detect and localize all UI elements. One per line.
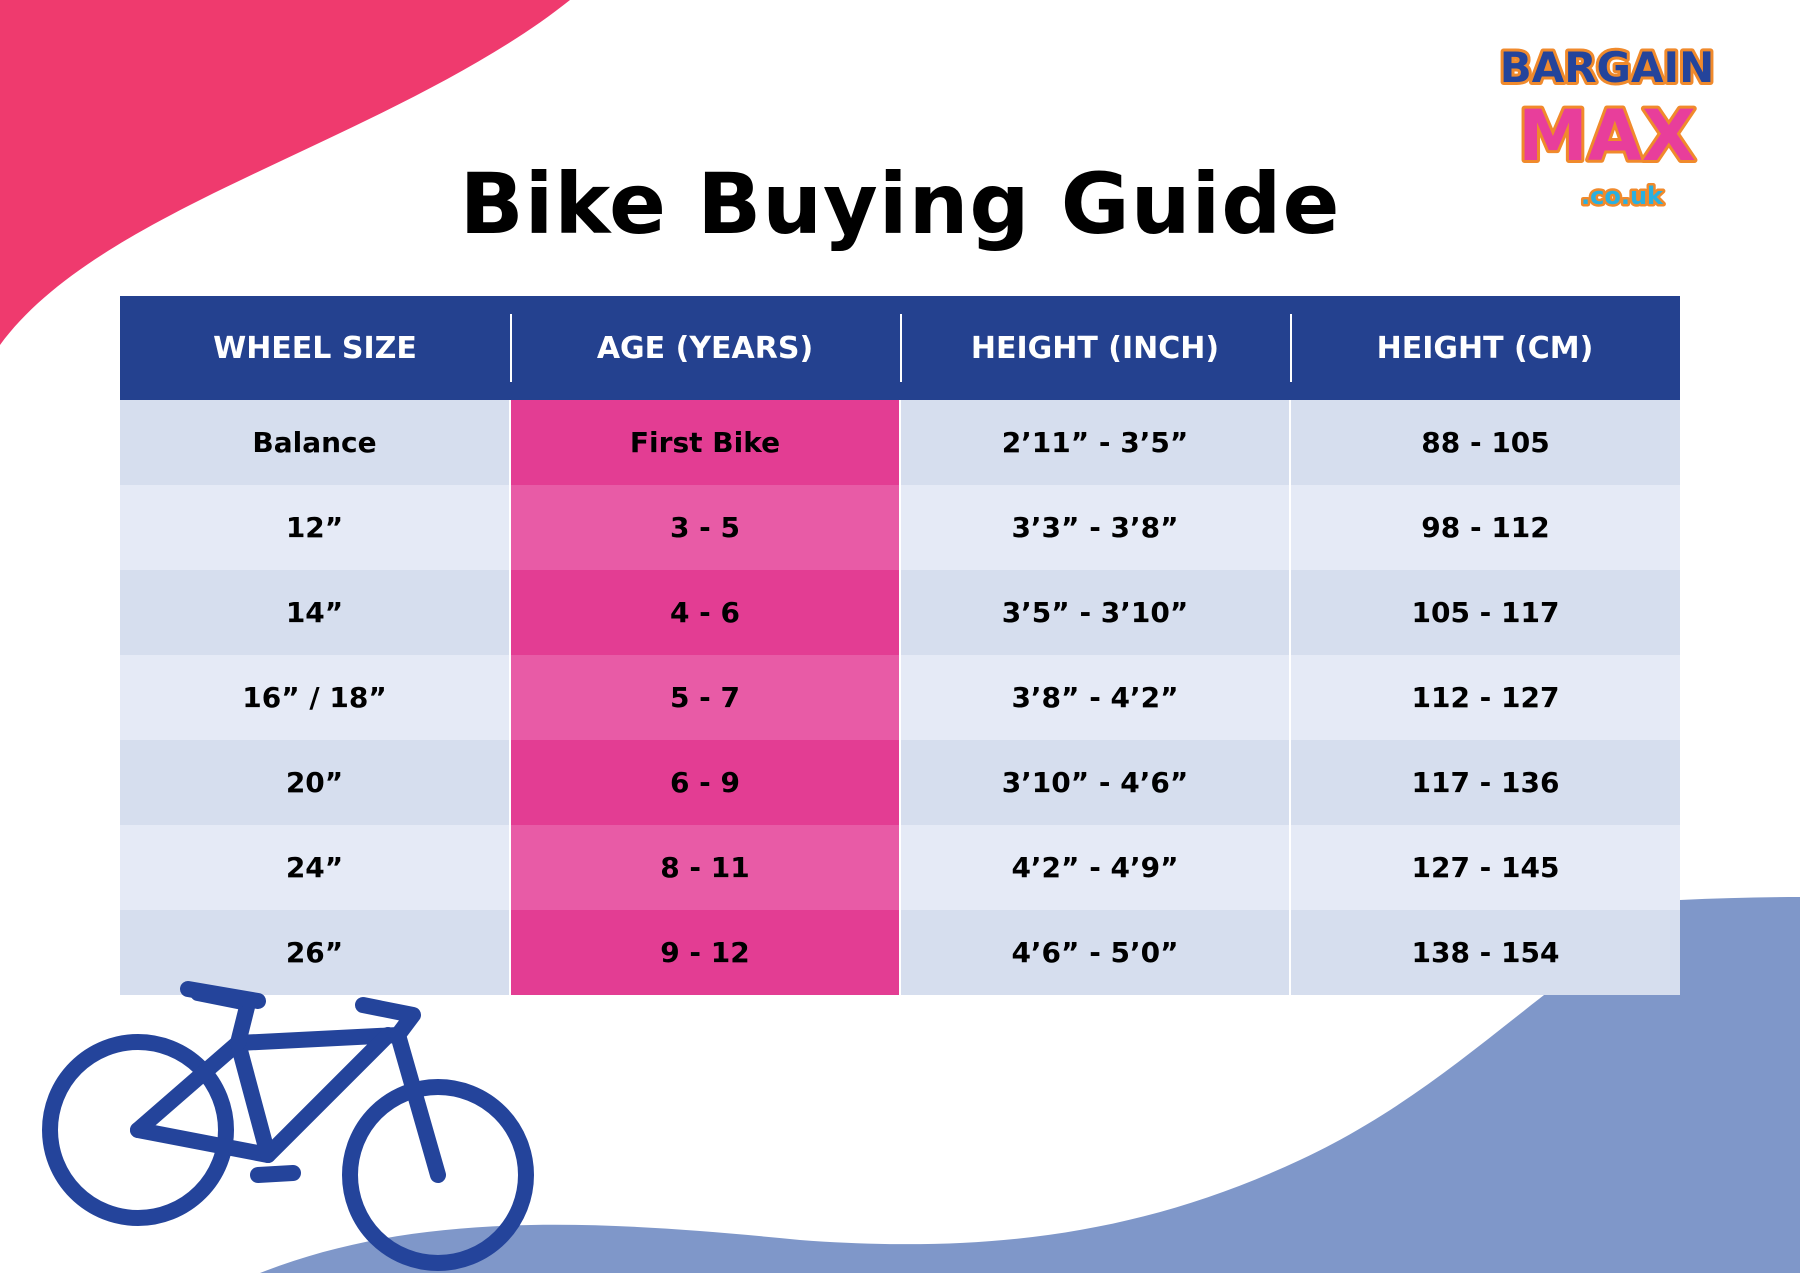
table-row: 16” / 18” 5 - 7 3’8” - 4’2” 112 - 127 bbox=[120, 655, 1680, 740]
bargainmax-logo: BARGAIN MAX .co.uk bbox=[1497, 40, 1718, 213]
cell-height-cm: 138 - 154 bbox=[1289, 910, 1680, 995]
cell-age: 8 - 11 bbox=[509, 825, 900, 910]
cell-wheel-size: Balance bbox=[120, 400, 510, 485]
cell-height-inch: 3’3” - 3’8” bbox=[899, 485, 1290, 570]
header-height-cm: HEIGHT (CM) bbox=[1290, 296, 1680, 400]
cell-wheel-size: 20” bbox=[120, 740, 510, 825]
cell-height-inch: 4’2” - 4’9” bbox=[899, 825, 1290, 910]
table-header-row: WHEEL SIZE AGE (YEARS) HEIGHT (INCH) HEI… bbox=[120, 296, 1680, 400]
cell-wheel-size: 16” / 18” bbox=[120, 655, 510, 740]
table-row: 14” 4 - 6 3’5” - 3’10” 105 - 117 bbox=[120, 570, 1680, 655]
table-row: 12” 3 - 5 3’3” - 3’8” 98 - 112 bbox=[120, 485, 1680, 570]
cell-wheel-size: 14” bbox=[120, 570, 510, 655]
cell-age: 4 - 6 bbox=[509, 570, 900, 655]
table-row: 26” 9 - 12 4’6” - 5’0” 138 - 154 bbox=[120, 910, 1680, 995]
header-age: AGE (YEARS) bbox=[510, 296, 900, 400]
header-wheel-size: WHEEL SIZE bbox=[120, 296, 510, 400]
blue-wave bbox=[260, 897, 1800, 1273]
bike-size-table: WHEEL SIZE AGE (YEARS) HEIGHT (INCH) HEI… bbox=[120, 296, 1680, 995]
cell-height-cm: 105 - 117 bbox=[1289, 570, 1680, 655]
cell-height-inch: 3’8” - 4’2” bbox=[899, 655, 1290, 740]
table-row: 20” 6 - 9 3’10” - 4’6” 117 - 136 bbox=[120, 740, 1680, 825]
table-row: 24” 8 - 11 4’2” - 4’9” 127 - 145 bbox=[120, 825, 1680, 910]
bicycle-icon bbox=[42, 981, 534, 1271]
logo-line-3: .co.uk bbox=[1581, 182, 1664, 210]
cell-height-inch: 3’10” - 4’6” bbox=[899, 740, 1290, 825]
header-height-inch: HEIGHT (INCH) bbox=[900, 296, 1290, 400]
cell-height-inch: 2’11” - 3’5” bbox=[899, 400, 1290, 485]
cell-wheel-size: 12” bbox=[120, 485, 510, 570]
cell-age: 9 - 12 bbox=[509, 910, 900, 995]
cell-wheel-size: 26” bbox=[120, 910, 510, 995]
cell-height-cm: 127 - 145 bbox=[1289, 825, 1680, 910]
cell-height-inch: 4’6” - 5’0” bbox=[899, 910, 1290, 995]
pink-blob bbox=[0, 0, 570, 345]
logo-line-2: MAX bbox=[1518, 95, 1696, 177]
cell-age: First Bike bbox=[509, 400, 900, 485]
page-title: Bike Buying Guide bbox=[459, 155, 1341, 253]
cell-height-cm: 88 - 105 bbox=[1289, 400, 1680, 485]
table-row: Balance First Bike 2’11” - 3’5” 88 - 105 bbox=[120, 400, 1680, 485]
cell-height-cm: 98 - 112 bbox=[1289, 485, 1680, 570]
cell-height-inch: 3’5” - 3’10” bbox=[899, 570, 1290, 655]
cell-age: 5 - 7 bbox=[509, 655, 900, 740]
cell-height-cm: 117 - 136 bbox=[1289, 740, 1680, 825]
cell-age: 3 - 5 bbox=[509, 485, 900, 570]
cell-wheel-size: 24” bbox=[120, 825, 510, 910]
cell-height-cm: 112 - 127 bbox=[1289, 655, 1680, 740]
cell-age: 6 - 9 bbox=[509, 740, 900, 825]
logo-line-1: BARGAIN bbox=[1500, 43, 1715, 92]
